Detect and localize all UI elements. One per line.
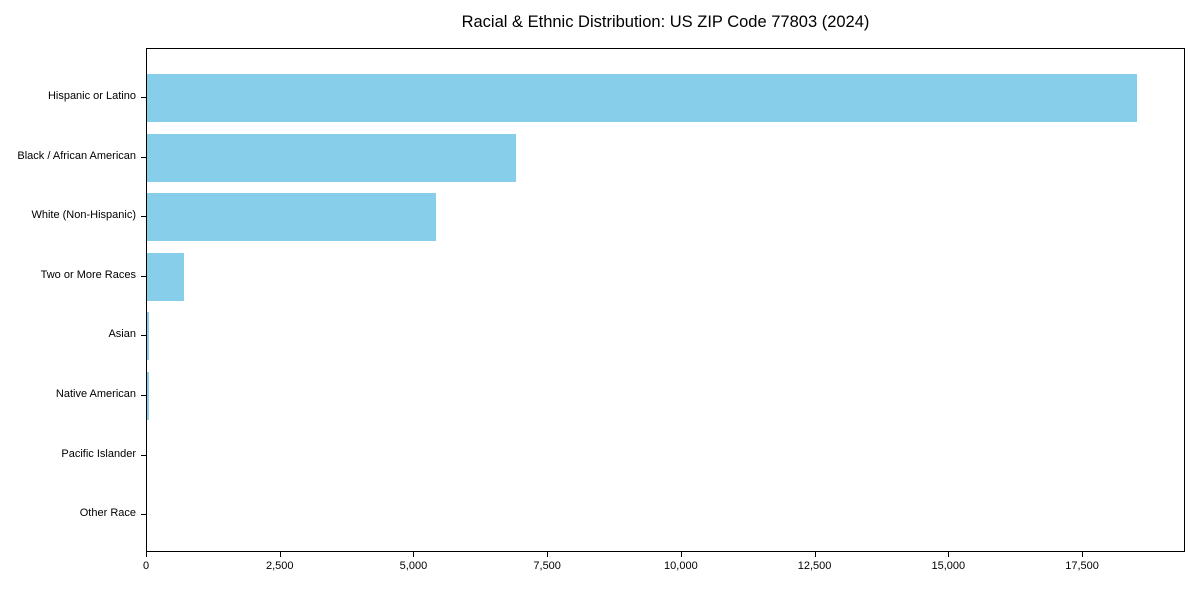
x-tick-label: 12,500 xyxy=(797,560,832,572)
x-tick-label: 7,500 xyxy=(533,560,561,572)
y-tick-label: Hispanic or Latino xyxy=(47,90,136,102)
bar xyxy=(147,133,517,182)
chart-title: Racial & Ethnic Distribution: US ZIP Cod… xyxy=(461,13,870,31)
x-tick-mark xyxy=(413,552,415,557)
y-tick-label: Black / African American xyxy=(17,149,136,162)
x-tick-label: 2,500 xyxy=(265,560,294,572)
y-tick-mark xyxy=(141,514,146,516)
bar xyxy=(147,74,1137,122)
x-tick-mark xyxy=(547,552,549,557)
x-tick-mark xyxy=(146,552,147,557)
x-tick-mark xyxy=(279,552,281,557)
y-tick-label: White (Non-Hispanic) xyxy=(31,209,136,222)
y-tick-mark xyxy=(141,275,146,277)
y-tick-label: Pacific Islander xyxy=(61,447,136,460)
x-tick-label: 17,500 xyxy=(1065,560,1099,572)
x-tick-mark xyxy=(948,552,950,557)
bar xyxy=(147,372,149,420)
y-tick-label: Other Race xyxy=(79,507,136,520)
x-tick-label: 0 xyxy=(142,560,150,572)
y-tick-mark xyxy=(141,156,146,158)
y-tick-mark xyxy=(141,97,146,98)
y-tick-mark xyxy=(141,335,146,337)
y-tick-mark xyxy=(141,395,146,396)
y-tick-mark xyxy=(141,454,146,456)
y-tick-label: Asian xyxy=(108,328,136,341)
x-tick-label: 15,000 xyxy=(931,560,966,572)
y-tick-mark xyxy=(141,216,146,218)
bar xyxy=(147,193,436,242)
x-tick-label: 5,000 xyxy=(399,560,428,572)
y-tick-label: Native American xyxy=(55,388,136,400)
bar xyxy=(147,312,150,361)
y-tick-label: Two or More Races xyxy=(40,268,136,281)
x-tick-mark xyxy=(814,552,816,557)
x-tick-mark xyxy=(1082,552,1084,557)
x-tick-mark xyxy=(680,552,682,557)
x-tick-label: 10,000 xyxy=(664,560,698,572)
bar xyxy=(147,252,185,301)
plot-area xyxy=(146,48,1185,552)
